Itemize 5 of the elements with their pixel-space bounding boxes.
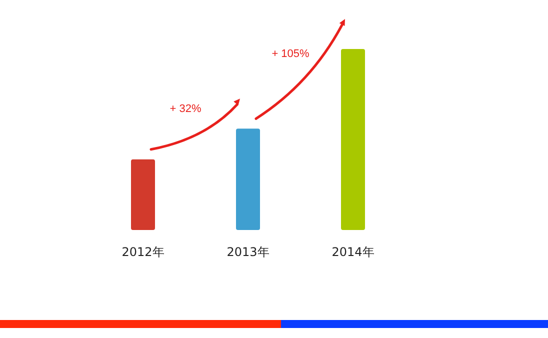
- annotation: + 32%: [170, 103, 202, 116]
- x-tick-label: 2013年: [226, 245, 270, 259]
- annotation: + 105%: [272, 48, 310, 60]
- x-tick-label: 2014年: [332, 245, 374, 259]
- x-tick-label: 2012年: [122, 245, 164, 259]
